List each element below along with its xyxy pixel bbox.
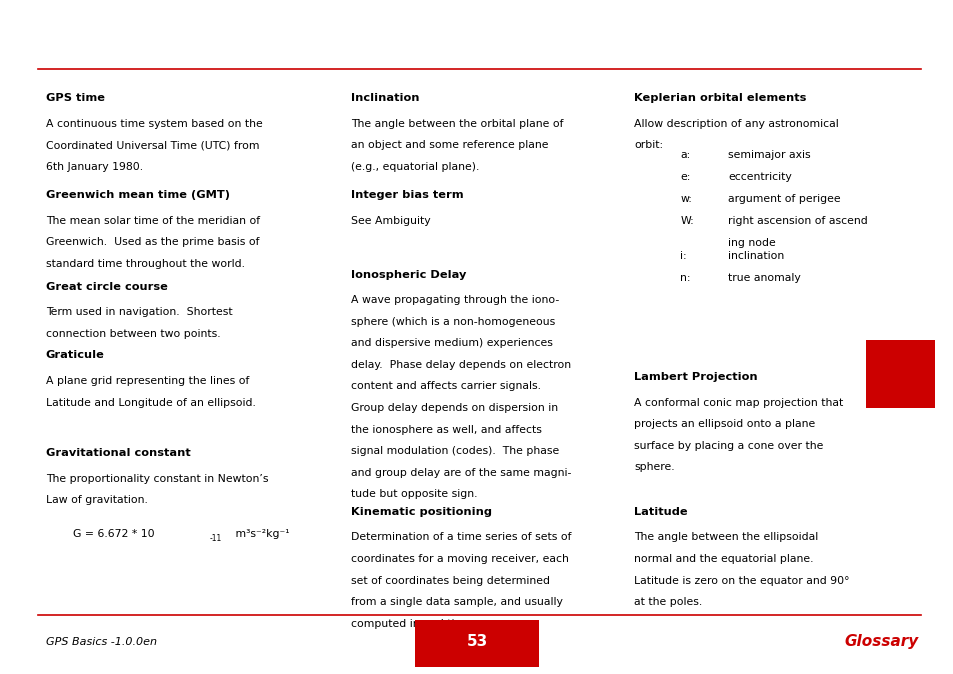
Text: Ionospheric Delay: Ionospheric Delay <box>351 270 466 280</box>
Text: (e.g., equatorial plane).: (e.g., equatorial plane). <box>351 162 479 172</box>
Text: ing node: ing node <box>727 238 775 248</box>
Text: GPS Basics -1.0.0en: GPS Basics -1.0.0en <box>46 637 156 646</box>
Text: Inclination: Inclination <box>351 93 419 103</box>
Text: an object and some reference plane: an object and some reference plane <box>351 140 548 150</box>
Text: Law of gravitation.: Law of gravitation. <box>46 495 148 506</box>
Text: Lambert Projection: Lambert Projection <box>634 372 758 382</box>
Text: normal and the equatorial plane.: normal and the equatorial plane. <box>634 554 813 564</box>
Text: Glossary: Glossary <box>843 634 918 649</box>
Text: Graticule: Graticule <box>46 350 105 361</box>
Text: eccentricity: eccentricity <box>727 172 791 182</box>
Text: The mean solar time of the meridian of: The mean solar time of the meridian of <box>46 216 259 226</box>
Text: Determination of a time series of sets of: Determination of a time series of sets o… <box>351 532 571 543</box>
Text: orbit:: orbit: <box>634 140 663 150</box>
Text: set of coordinates being determined: set of coordinates being determined <box>351 576 550 586</box>
Text: GPS time: GPS time <box>46 93 105 103</box>
Text: Great circle course: Great circle course <box>46 282 168 292</box>
Text: Greenwich mean time (GMT): Greenwich mean time (GMT) <box>46 190 230 200</box>
Text: Allow description of any astronomical: Allow description of any astronomical <box>634 119 839 129</box>
Text: Gravitational constant: Gravitational constant <box>46 448 191 458</box>
Text: The proportionality constant in Newton’s: The proportionality constant in Newton’s <box>46 474 268 484</box>
Text: signal modulation (codes).  The phase: signal modulation (codes). The phase <box>351 446 558 456</box>
Text: Kinematic positioning: Kinematic positioning <box>351 507 492 517</box>
Text: 53: 53 <box>466 634 487 649</box>
Text: from a single data sample, and usually: from a single data sample, and usually <box>351 597 562 607</box>
Text: argument of perigee: argument of perigee <box>727 194 840 204</box>
Text: Keplerian orbital elements: Keplerian orbital elements <box>634 93 806 103</box>
Text: semimajor axis: semimajor axis <box>727 150 810 160</box>
Text: inclination: inclination <box>727 251 783 261</box>
Text: standard time throughout the world.: standard time throughout the world. <box>46 259 245 269</box>
Text: right ascension of ascend: right ascension of ascend <box>727 216 866 226</box>
Text: coordinates for a moving receiver, each: coordinates for a moving receiver, each <box>351 554 568 564</box>
Text: projects an ellipsoid onto a plane: projects an ellipsoid onto a plane <box>634 419 815 429</box>
Bar <box>865 340 934 408</box>
Text: Group delay depends on dispersion in: Group delay depends on dispersion in <box>351 403 558 413</box>
Text: connection between two points.: connection between two points. <box>46 329 220 339</box>
Bar <box>415 620 538 667</box>
Text: -11: -11 <box>210 534 222 543</box>
Text: and group delay are of the same magni-: and group delay are of the same magni- <box>351 468 571 478</box>
Text: Latitude and Longitude of an ellipsoid.: Latitude and Longitude of an ellipsoid. <box>46 398 255 408</box>
Text: 6th January 1980.: 6th January 1980. <box>46 162 143 172</box>
Text: e:: e: <box>679 172 690 182</box>
Text: A conformal conic map projection that: A conformal conic map projection that <box>634 398 842 408</box>
Text: content and affects carrier signals.: content and affects carrier signals. <box>351 381 540 392</box>
Text: A continuous time system based on the: A continuous time system based on the <box>46 119 262 129</box>
Text: G = 6.672 * 10: G = 6.672 * 10 <box>72 529 154 539</box>
Text: i:: i: <box>679 251 686 261</box>
Text: A wave propagating through the iono-: A wave propagating through the iono- <box>351 295 558 305</box>
Text: W:: W: <box>679 216 693 226</box>
Text: n:: n: <box>679 273 690 283</box>
Text: and dispersive medium) experiences: and dispersive medium) experiences <box>351 338 553 348</box>
Text: true anomaly: true anomaly <box>727 273 800 283</box>
Text: A plane grid representing the lines of: A plane grid representing the lines of <box>46 376 249 386</box>
Text: tude but opposite sign.: tude but opposite sign. <box>351 489 477 499</box>
Text: Integer bias term: Integer bias term <box>351 190 463 200</box>
Text: m³s⁻²kg⁻¹: m³s⁻²kg⁻¹ <box>232 529 289 539</box>
Text: at the poles.: at the poles. <box>634 597 702 607</box>
Text: sphere (which is a non-homogeneous: sphere (which is a non-homogeneous <box>351 317 555 327</box>
Text: a:: a: <box>679 150 690 160</box>
Text: Greenwich.  Used as the prime basis of: Greenwich. Used as the prime basis of <box>46 237 259 247</box>
Text: Latitude: Latitude <box>634 507 687 517</box>
Text: The angle between the ellipsoidal: The angle between the ellipsoidal <box>634 532 818 543</box>
Text: Coordinated Universal Time (UTC) from: Coordinated Universal Time (UTC) from <box>46 140 259 150</box>
Text: the ionosphere as well, and affects: the ionosphere as well, and affects <box>351 425 541 435</box>
Text: sphere.: sphere. <box>634 462 675 472</box>
Text: The angle between the orbital plane of: The angle between the orbital plane of <box>351 119 563 129</box>
Text: Term used in navigation.  Shortest: Term used in navigation. Shortest <box>46 307 233 317</box>
Text: See Ambiguity: See Ambiguity <box>351 216 430 226</box>
Text: w:: w: <box>679 194 691 204</box>
Text: Latitude is zero on the equator and 90°: Latitude is zero on the equator and 90° <box>634 576 849 586</box>
Text: surface by placing a cone over the: surface by placing a cone over the <box>634 441 823 451</box>
Text: delay.  Phase delay depends on electron: delay. Phase delay depends on electron <box>351 360 571 370</box>
Text: computed in real time.: computed in real time. <box>351 619 475 629</box>
